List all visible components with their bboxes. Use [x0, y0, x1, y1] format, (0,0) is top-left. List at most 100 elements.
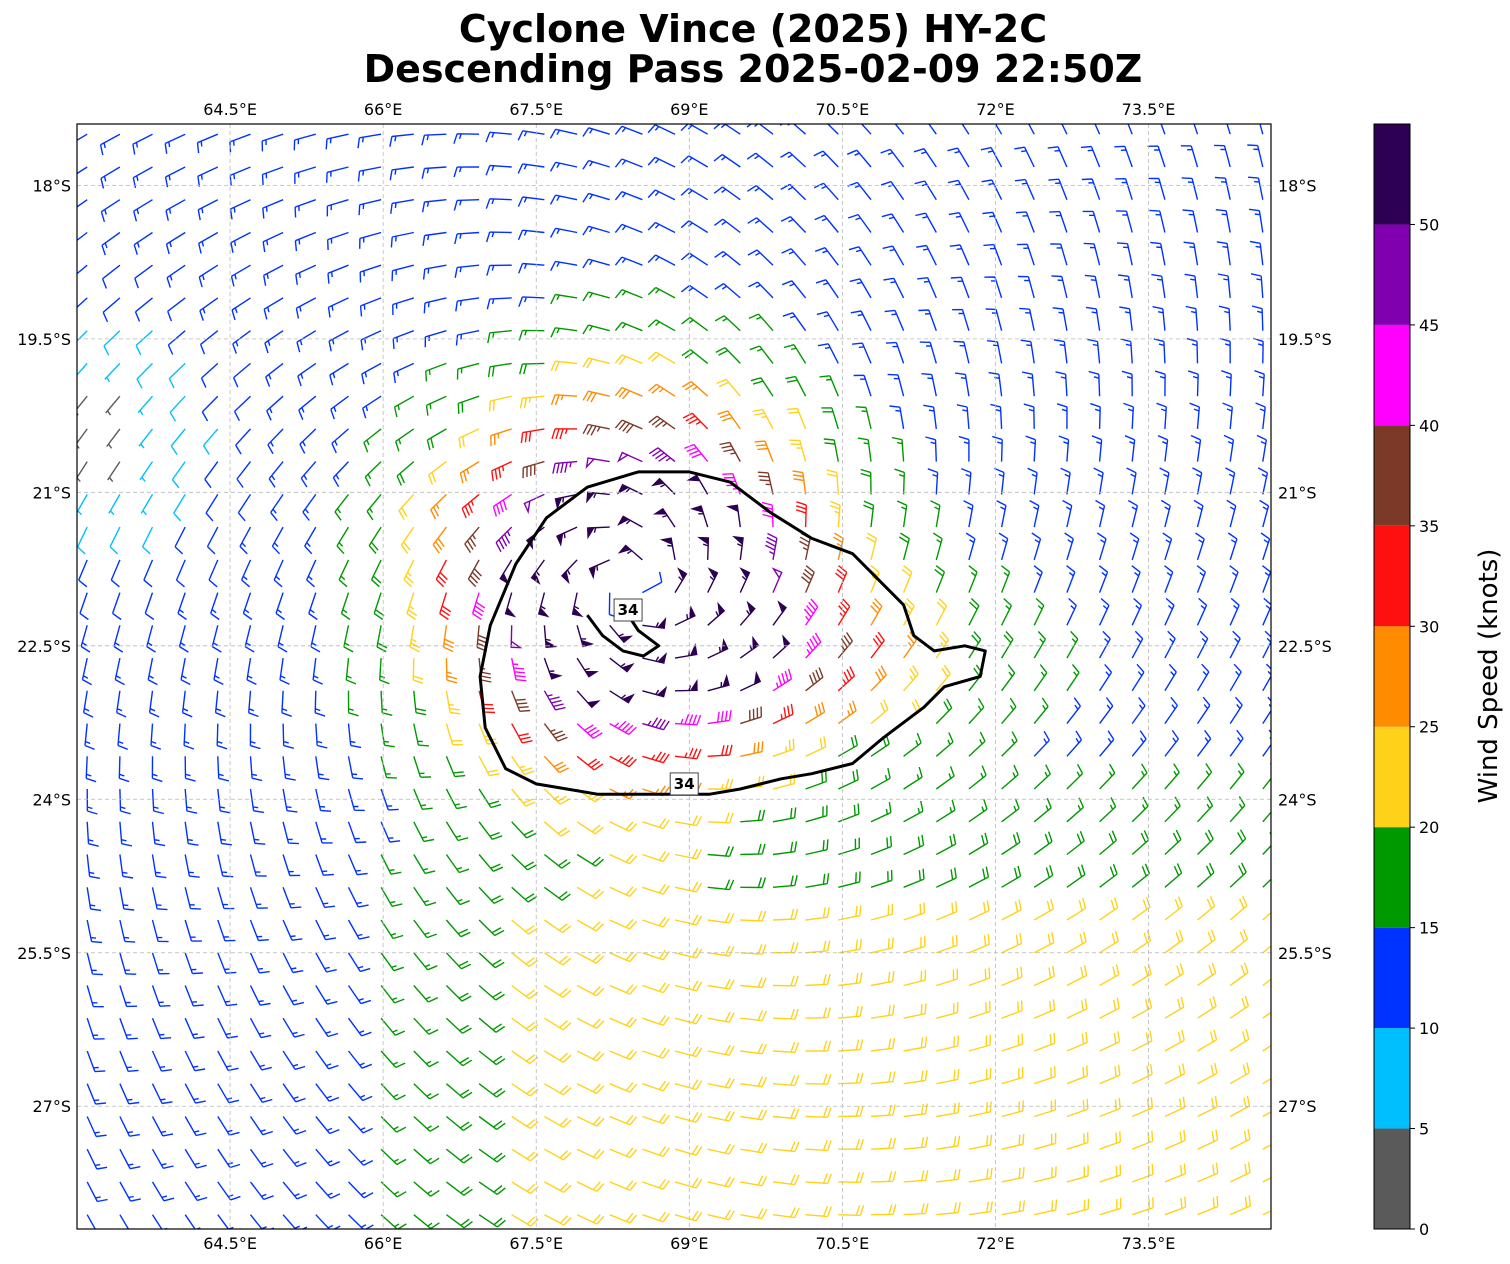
wind-barb — [315, 887, 335, 909]
wind-barb — [716, 378, 741, 397]
wind-barb — [1123, 402, 1134, 429]
wind-barb — [119, 821, 133, 847]
wind-barb — [714, 250, 741, 266]
wind-barb — [1226, 124, 1231, 135]
wind-barb — [347, 1017, 372, 1037]
wind-barb — [550, 293, 578, 305]
wind-barb — [1033, 1032, 1056, 1052]
wind-barb — [772, 600, 787, 626]
wind-barb — [576, 723, 603, 739]
wind-barb — [442, 625, 455, 653]
wind-barb — [347, 788, 365, 812]
wind-barb — [103, 330, 121, 356]
wind-barb — [348, 1214, 374, 1229]
wind-barb — [1185, 305, 1199, 331]
wind-barb — [282, 756, 296, 781]
wind-barb — [138, 428, 154, 449]
wind-barb — [229, 199, 251, 220]
wind-barb — [1034, 1166, 1057, 1183]
wind-barb — [968, 1001, 991, 1019]
wind-barb — [903, 1003, 927, 1019]
wind-barb — [813, 124, 839, 135]
wind-barb — [413, 1181, 440, 1197]
wind-barb — [582, 390, 610, 403]
wind-barb — [805, 839, 829, 856]
wind-barb — [204, 461, 219, 489]
wind-barb — [747, 217, 774, 234]
wind-barb — [648, 383, 676, 397]
wind-barb — [674, 1079, 703, 1091]
wind-barb — [522, 460, 545, 479]
wind-barb — [1014, 146, 1035, 168]
wind-barb — [609, 657, 635, 673]
wind-barb — [77, 133, 88, 142]
wind-barb — [1197, 1129, 1219, 1150]
wind-barb — [1148, 177, 1166, 200]
wind-barb — [232, 362, 251, 388]
wind-barb — [1119, 306, 1133, 331]
wind-barb — [780, 151, 807, 168]
wind-barb — [740, 1010, 767, 1022]
wind-barb — [894, 468, 905, 495]
wind-barb — [1083, 242, 1101, 266]
wind-barb — [968, 565, 978, 593]
wind-barb — [1257, 467, 1269, 495]
wind-barb — [968, 900, 990, 921]
wind-barb — [963, 500, 974, 528]
wind-barb — [1051, 275, 1068, 299]
wind-barb — [1066, 1165, 1089, 1183]
wind-barb — [315, 952, 337, 973]
wind-barb — [445, 821, 469, 842]
wind-barb — [229, 133, 251, 153]
wind-barb — [421, 199, 447, 213]
wind-barb — [1099, 1064, 1121, 1085]
wind-barb — [609, 1049, 638, 1061]
wind-barb — [491, 460, 512, 482]
wind-barb — [249, 1148, 274, 1168]
wind-barb — [214, 690, 226, 718]
wind-barb — [1088, 370, 1101, 397]
wind-barb — [246, 657, 257, 686]
wind-barb — [726, 504, 741, 528]
wind-barb — [422, 231, 447, 246]
wind-barb — [576, 984, 605, 997]
wind-barb — [151, 887, 168, 911]
wind-barb — [1160, 124, 1166, 135]
wind-barb — [217, 756, 230, 782]
wind-barb — [855, 406, 872, 430]
wind-barb — [413, 952, 438, 971]
wind-barb — [901, 565, 913, 593]
wind-barb — [184, 1181, 208, 1202]
wind-barb — [647, 254, 676, 266]
wind-barb — [217, 919, 236, 942]
wind-barb — [609, 624, 634, 644]
wind-barb — [1029, 499, 1040, 528]
wind-barb — [511, 1115, 539, 1129]
wind-barb — [1247, 144, 1264, 168]
wind-barb — [217, 1083, 240, 1104]
wind-barb — [772, 875, 798, 888]
wind-barb — [642, 685, 668, 698]
wind-barb — [740, 1142, 768, 1154]
wind-barb — [347, 1050, 373, 1069]
wind-barb — [293, 133, 316, 151]
wind-barb — [1033, 932, 1055, 954]
wind-barb — [1033, 565, 1043, 593]
wind-barb — [184, 1148, 207, 1169]
wind-barb — [180, 657, 191, 686]
wind-barb — [1256, 434, 1267, 462]
wind-barb — [968, 1101, 992, 1118]
wind-barb — [614, 256, 643, 266]
wind-barb — [550, 260, 578, 272]
wind-barb — [197, 166, 219, 187]
wind-barb — [674, 678, 698, 692]
wind-barb — [495, 526, 513, 553]
wind-barb — [455, 297, 480, 312]
wind-barb — [1033, 797, 1052, 823]
wind-barb — [476, 625, 489, 652]
wind-barb — [932, 532, 943, 561]
wind-barb — [275, 592, 286, 621]
wind-barb — [805, 770, 827, 790]
wind-barb — [1222, 402, 1233, 429]
wind-barb — [749, 345, 774, 364]
